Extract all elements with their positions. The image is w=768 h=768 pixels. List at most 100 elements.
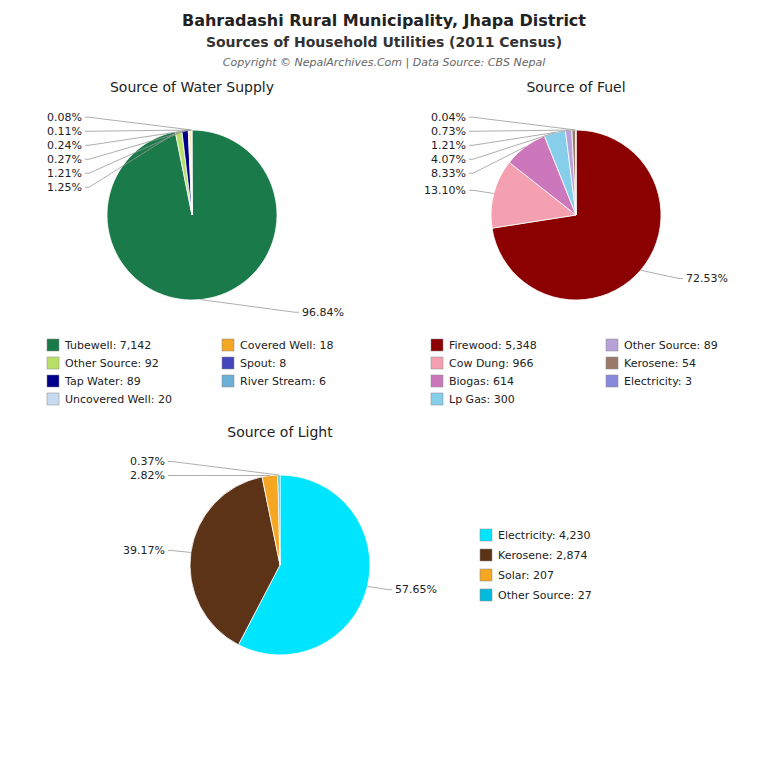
legend-label: Kerosene: 2,874 <box>498 549 587 562</box>
leader-line <box>469 133 555 160</box>
legend-label: Solar: 207 <box>498 569 554 582</box>
legend-swatch <box>431 339 443 351</box>
data-label: 1.21% <box>47 167 82 180</box>
leader-line <box>469 130 574 131</box>
data-label: 13.10% <box>424 184 466 197</box>
legend-swatch <box>47 375 59 387</box>
legend-label: River Stream: 6 <box>240 375 326 388</box>
pie-slice <box>190 130 192 215</box>
data-label: 0.73% <box>431 125 466 138</box>
legend-label: Firewood: 5,348 <box>449 339 537 352</box>
chart-root: Bahradashi Rural Municipality, Jhapa Dis… <box>0 0 768 768</box>
data-label: 57.65% <box>395 583 437 596</box>
data-label: 0.27% <box>47 153 82 166</box>
legend-swatch <box>480 529 492 541</box>
leader-line <box>469 130 569 145</box>
background <box>0 0 768 768</box>
legend-label: Covered Well: 18 <box>240 339 334 352</box>
leader-line <box>85 131 179 187</box>
data-label: 2.82% <box>130 469 165 482</box>
legend-label: Spout: 8 <box>240 357 286 370</box>
legend: Firewood: 5,348 Cow Dung: 966 Biogas: 614 L… <box>431 339 718 406</box>
pie-slice <box>191 130 192 215</box>
legend-swatch <box>431 375 443 387</box>
legend-swatch <box>47 339 59 351</box>
legend-swatch <box>606 339 618 351</box>
legend-swatch <box>606 357 618 369</box>
legend-swatch <box>431 393 443 405</box>
subtitle: Sources of Household Utilities (2011 Cen… <box>206 34 562 50</box>
leader-line <box>168 551 191 553</box>
data-label: 0.11% <box>47 125 82 138</box>
annotation: Copyright © NepalArchives.Com | Data Sou… <box>223 56 545 69</box>
title: Bahradashi Rural Municipality, Jhapa Dis… <box>182 11 586 30</box>
data-label: 1.21% <box>431 139 466 152</box>
leader-line <box>469 117 576 130</box>
pie-slice <box>262 475 280 565</box>
leader-line <box>85 130 190 145</box>
legend-label: Biogas: 614 <box>449 375 514 388</box>
leader-line <box>367 586 392 589</box>
pie-slice <box>188 130 192 215</box>
legend-swatch <box>480 569 492 581</box>
legend-label: Tap Water: 89 <box>64 375 141 388</box>
legend: Electricity: 4,230 Kerosene: 2,874 Solar: … <box>480 529 592 602</box>
legend-label: Uncovered Well: 20 <box>65 393 172 406</box>
data-label: 0.37% <box>130 455 165 468</box>
pie-slice <box>565 130 576 215</box>
pie-slice <box>107 130 277 300</box>
legend-label: Kerosene: 54 <box>624 357 696 370</box>
leader-line <box>168 475 270 476</box>
legend-label: Lp Gas: 300 <box>449 393 515 406</box>
leader-line <box>85 117 192 130</box>
legend-label: Other Source: 92 <box>65 357 159 370</box>
legend-swatch <box>222 339 234 351</box>
chart-title: Source of Fuel <box>526 79 625 95</box>
legend-label: Tubewell: 7,142 <box>64 339 151 352</box>
slices <box>491 130 661 300</box>
legend-swatch <box>431 357 443 369</box>
pie-slice <box>191 130 192 215</box>
leader-line <box>85 130 191 131</box>
pie-slice <box>544 131 576 215</box>
pie-chart: Source of Fuel0.04%0.73%1.21%4.07%8.33%1… <box>424 79 728 406</box>
legend: Tubewell: 7,142 Other Source: 92 Tap Water… <box>47 339 334 406</box>
chart-title: Source of Light <box>227 424 333 440</box>
data-label: 0.08% <box>47 111 82 124</box>
leader-line <box>469 190 494 193</box>
legend-swatch <box>47 357 59 369</box>
legend-swatch <box>480 589 492 601</box>
data-label: 39.17% <box>123 544 165 557</box>
legend-label: Other Source: 27 <box>498 589 592 602</box>
pie-slice <box>175 131 192 215</box>
legend-swatch <box>606 375 618 387</box>
pie-chart: Source of Light 0.37%2.82% 39.17% 57.65% Ele… <box>123 424 592 655</box>
data-label: 0.04% <box>431 111 466 124</box>
chart-title: Source of Water Supply <box>110 79 274 95</box>
legend-label: Electricity: 3 <box>624 375 692 388</box>
legend-swatch <box>480 549 492 561</box>
data-label: 0.24% <box>47 139 82 152</box>
data-label: 1.25% <box>47 181 82 194</box>
leader-line <box>641 270 683 278</box>
legend-label: Electricity: 4,230 <box>498 529 591 542</box>
pie-slice <box>575 130 576 215</box>
data-label: 72.53% <box>686 272 728 285</box>
leader-line <box>200 300 299 313</box>
leader-line <box>469 147 525 173</box>
pie-chart: Source of Water Supply 0.08%0.11%0.24%0.2… <box>47 79 344 406</box>
pie-slice <box>182 130 192 215</box>
pie-slice <box>190 477 280 645</box>
data-label: 96.84% <box>302 306 344 319</box>
legend-swatch <box>47 393 59 405</box>
legend-label: Cow Dung: 966 <box>449 357 534 370</box>
pie-slice <box>572 130 576 215</box>
legend-label: Other Source: 89 <box>624 339 718 352</box>
slices <box>190 475 370 655</box>
legend-swatch <box>222 357 234 369</box>
slices <box>107 130 277 300</box>
leader-line <box>168 462 279 475</box>
pie-slice <box>278 475 280 565</box>
legend-swatch <box>222 375 234 387</box>
data-label: 4.07% <box>431 153 466 166</box>
